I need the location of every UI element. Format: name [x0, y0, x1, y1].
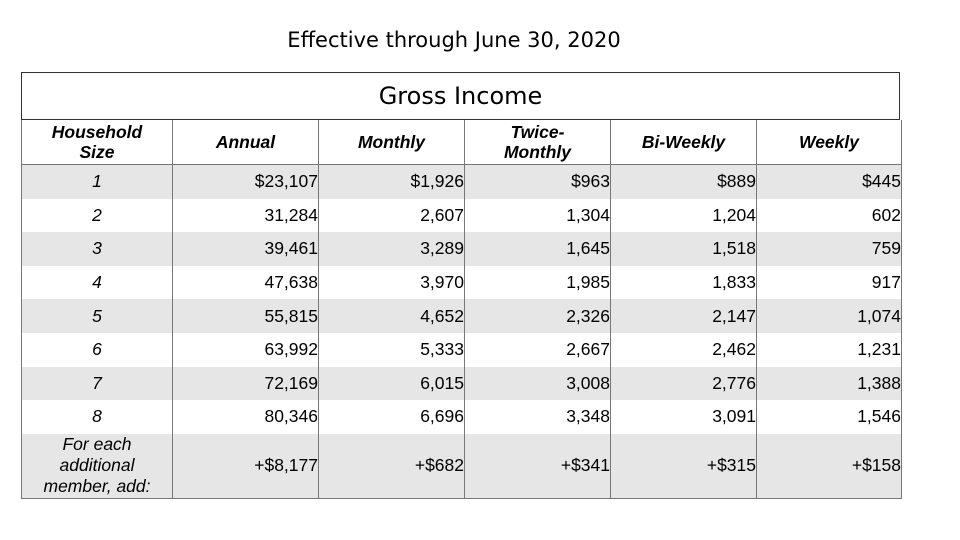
- header-label-line: Twice-: [510, 122, 565, 142]
- column-header-bi-weekly: Bi-Weekly: [610, 120, 757, 165]
- monthly-cell: 3,289: [318, 232, 465, 266]
- annual-cell: +$8,177: [172, 433, 319, 499]
- twice-monthly-cell: $963: [464, 164, 611, 199]
- twice-monthly-cell: 2,667: [464, 332, 611, 367]
- column-header-annual: Annual: [172, 120, 319, 165]
- note-line: member, add:: [43, 476, 151, 497]
- page-heading: Effective through June 30, 2020: [287, 28, 621, 52]
- bi-weekly-cell: 1,833: [610, 265, 757, 300]
- header-label-line: Size: [79, 142, 115, 162]
- household-size-cell: 6: [21, 332, 173, 367]
- column-header-household-size: Household Size: [21, 120, 173, 165]
- header-label-line: Monthly: [503, 142, 572, 162]
- bi-weekly-cell: 1,204: [610, 198, 757, 233]
- table-row: 1 $23,107 $1,926 $963 $889 $445: [21, 164, 902, 199]
- bi-weekly-cell: $889: [610, 164, 757, 199]
- column-header-twice-monthly: Twice- Monthly: [464, 120, 611, 165]
- additional-member-label: For each additional member, add:: [21, 433, 173, 499]
- table-title: Gross Income: [21, 72, 900, 120]
- weekly-cell: 1,074: [756, 299, 902, 333]
- household-size-cell: 4: [21, 265, 173, 300]
- bi-weekly-cell: 2,147: [610, 299, 757, 333]
- twice-monthly-cell: 1,645: [464, 232, 611, 266]
- weekly-cell: 602: [756, 198, 902, 233]
- annual-cell: 55,815: [172, 299, 319, 333]
- weekly-cell: 1,546: [756, 400, 902, 434]
- weekly-cell: +$158: [756, 433, 902, 499]
- household-size-cell: 8: [21, 400, 173, 434]
- income-table: Household Size Annual Monthly Twice- Mon…: [21, 120, 902, 499]
- annual-cell: 31,284: [172, 198, 319, 233]
- twice-monthly-cell: 1,985: [464, 265, 611, 300]
- annual-cell: 63,992: [172, 332, 319, 367]
- table-row: 8 80,346 6,696 3,348 3,091 1,546: [21, 400, 902, 434]
- additional-member-row: For each additional member, add: +$8,177…: [21, 433, 902, 499]
- weekly-cell: $445: [756, 164, 902, 199]
- twice-monthly-cell: 2,326: [464, 299, 611, 333]
- header-row: Household Size Annual Monthly Twice- Mon…: [21, 120, 902, 165]
- monthly-cell: 6,696: [318, 400, 465, 434]
- table-row: 6 63,992 5,333 2,667 2,462 1,231: [21, 332, 902, 367]
- twice-monthly-cell: +$341: [464, 433, 611, 499]
- annual-cell: $23,107: [172, 164, 319, 199]
- annual-cell: 39,461: [172, 232, 319, 266]
- weekly-cell: 917: [756, 265, 902, 300]
- bi-weekly-cell: +$315: [610, 433, 757, 499]
- monthly-cell: 4,652: [318, 299, 465, 333]
- monthly-cell: 5,333: [318, 332, 465, 367]
- annual-cell: 80,346: [172, 400, 319, 434]
- header-label-line: Household: [51, 122, 143, 142]
- bi-weekly-cell: 2,776: [610, 366, 757, 401]
- annual-cell: 47,638: [172, 265, 319, 300]
- annual-cell: 72,169: [172, 366, 319, 401]
- bi-weekly-cell: 2,462: [610, 332, 757, 367]
- monthly-cell: 3,970: [318, 265, 465, 300]
- note-line: For each: [62, 434, 132, 455]
- weekly-cell: 1,388: [756, 366, 902, 401]
- twice-monthly-cell: 3,008: [464, 366, 611, 401]
- twice-monthly-cell: 1,304: [464, 198, 611, 233]
- table-row: 7 72,169 6,015 3,008 2,776 1,388: [21, 366, 902, 401]
- note-line: additional: [59, 455, 135, 476]
- household-size-cell: 7: [21, 366, 173, 401]
- bi-weekly-cell: 1,518: [610, 232, 757, 266]
- household-size-cell: 5: [21, 299, 173, 333]
- weekly-cell: 759: [756, 232, 902, 266]
- column-header-weekly: Weekly: [756, 120, 902, 165]
- monthly-cell: 2,607: [318, 198, 465, 233]
- table-row: 2 31,284 2,607 1,304 1,204 602: [21, 198, 902, 233]
- household-size-cell: 3: [21, 232, 173, 266]
- household-size-cell: 2: [21, 198, 173, 233]
- table-row: 5 55,815 4,652 2,326 2,147 1,074: [21, 299, 902, 333]
- bi-weekly-cell: 3,091: [610, 400, 757, 434]
- monthly-cell: $1,926: [318, 164, 465, 199]
- household-size-cell: 1: [21, 164, 173, 199]
- column-header-monthly: Monthly: [318, 120, 465, 165]
- weekly-cell: 1,231: [756, 332, 902, 367]
- monthly-cell: +$682: [318, 433, 465, 499]
- monthly-cell: 6,015: [318, 366, 465, 401]
- table-row: 3 39,461 3,289 1,645 1,518 759: [21, 232, 902, 266]
- twice-monthly-cell: 3,348: [464, 400, 611, 434]
- table-row: 4 47,638 3,970 1,985 1,833 917: [21, 265, 902, 300]
